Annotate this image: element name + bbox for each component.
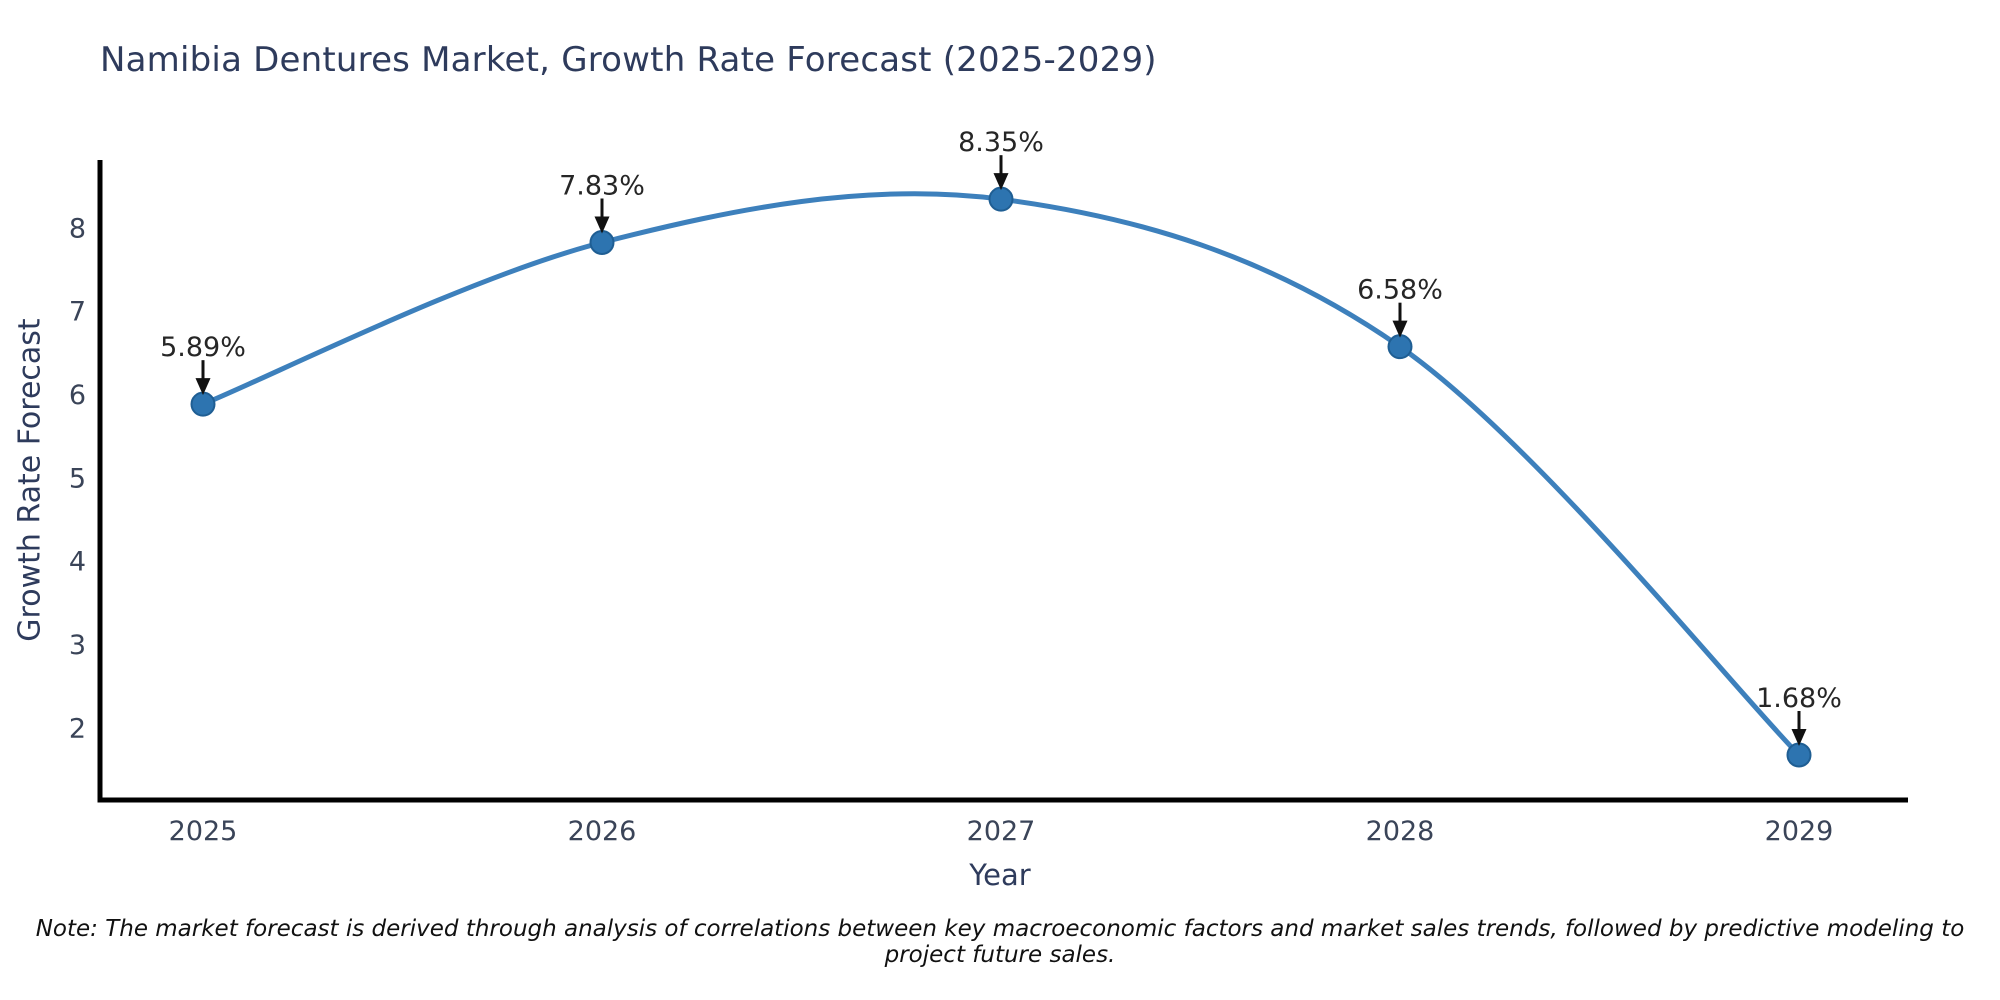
y-tick-label: 4 [69, 547, 86, 578]
annotation-arrowhead [993, 173, 1009, 191]
data-point-label: 6.58% [1357, 275, 1443, 306]
footnote: Note: The market forecast is derived thr… [35, 916, 1965, 968]
chart-title: Namibia Dentures Market, Growth Rate For… [100, 40, 1157, 80]
data-point-marker [190, 391, 216, 417]
data-point-label: 5.89% [160, 332, 246, 363]
data-point-marker [589, 230, 615, 255]
y-tick-label: 2 [69, 713, 86, 744]
data-point-marker [988, 186, 1014, 212]
data-point-label: 7.83% [559, 171, 645, 202]
y-tick-label: 6 [69, 380, 86, 411]
x-tick-label: 2026 [568, 816, 637, 847]
y-tick-label: 7 [69, 297, 86, 328]
data-point-marker [1786, 742, 1812, 768]
y-tick-label: 5 [69, 463, 86, 494]
x-tick-label: 2029 [1765, 816, 1834, 847]
y-tick-label: 3 [69, 630, 86, 661]
annotation-arrowhead [594, 216, 610, 234]
data-point-label: 8.35% [958, 127, 1044, 158]
data-point-label: 1.68% [1756, 683, 1842, 714]
annotation-arrowhead [1791, 729, 1807, 746]
annotation-arrowhead [195, 378, 211, 396]
y-tick-label: 8 [69, 213, 86, 244]
x-tick-label: 2025 [169, 816, 238, 847]
x-tick-label: 2028 [1366, 816, 1435, 847]
x-axis-title: Year [969, 858, 1031, 892]
data-point-marker [1387, 334, 1413, 360]
series-line [200, 191, 1802, 758]
annotation-arrowhead [1392, 320, 1408, 338]
x-tick-label: 2027 [967, 816, 1036, 847]
